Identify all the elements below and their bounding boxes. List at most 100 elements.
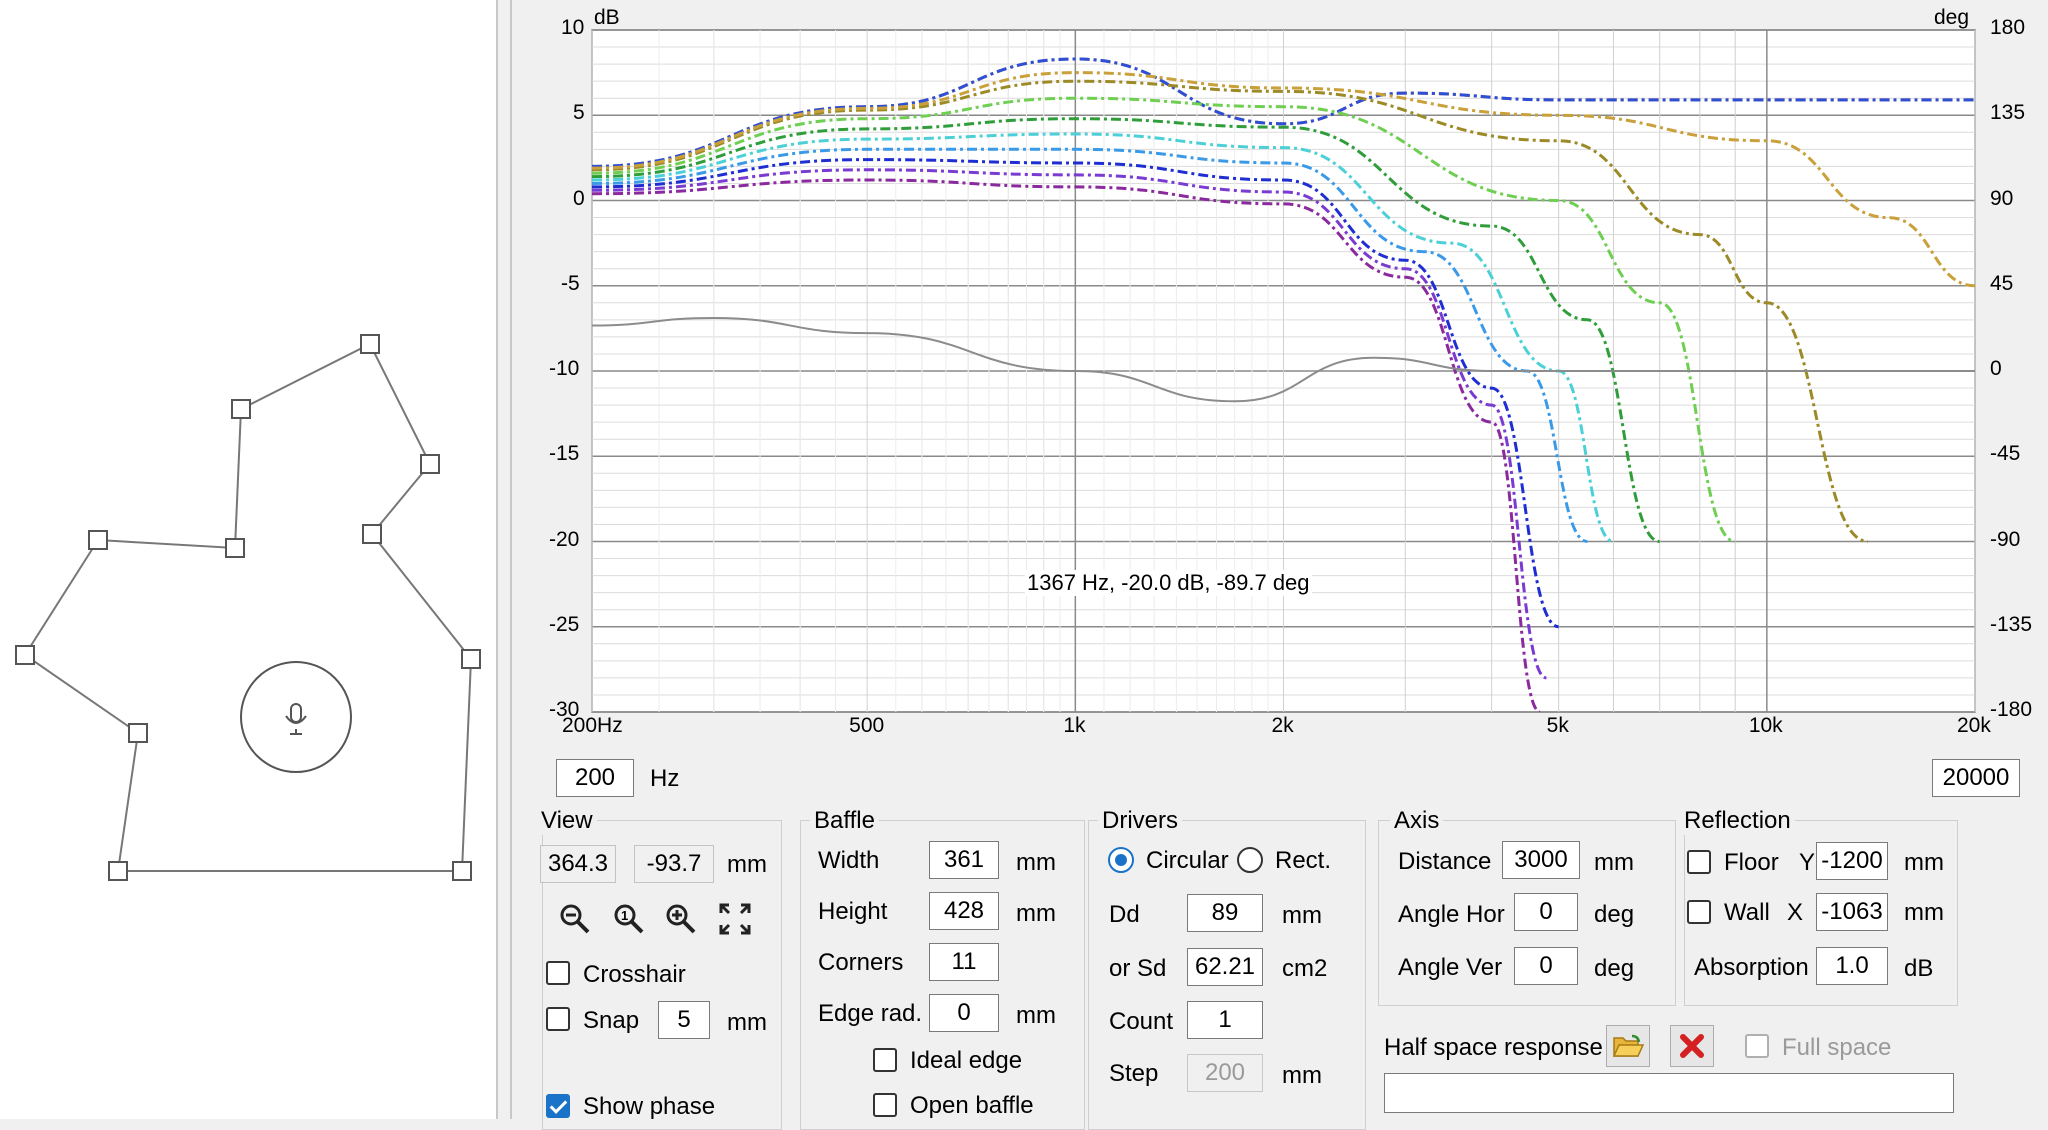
open-folder-button[interactable] — [1606, 1025, 1650, 1067]
axis-group — [1378, 820, 1676, 1006]
response-series-line — [592, 71, 1975, 288]
corner-handle[interactable] — [108, 861, 128, 881]
y-axis-unit-right: deg — [1934, 6, 1970, 29]
snap-input[interactable]: 5 — [658, 1001, 710, 1039]
circular-radio[interactable] — [1108, 847, 1134, 873]
axis-group-title: Axis — [1390, 807, 1444, 835]
floor-checkbox[interactable] — [1687, 850, 1711, 874]
baffle-corners-input[interactable]: 11 — [929, 943, 999, 981]
baffle-height-input[interactable]: 428 — [929, 892, 999, 930]
sd-unit: cm2 — [1282, 955, 1328, 982]
cursor-readout: 1367 Hz, -20.0 dB, -89.7 deg — [1025, 570, 1312, 596]
pane-splitter[interactable] — [496, 0, 512, 1119]
freq-min-unit: Hz — [650, 765, 680, 792]
step-input: 200 — [1187, 1054, 1263, 1092]
y-tick-label-right: 90 — [1990, 186, 2014, 210]
distance-unit: mm — [1594, 849, 1634, 876]
frequency-response-chart[interactable] — [512, 0, 2048, 752]
driver-circle[interactable] — [240, 661, 352, 773]
angle-hor-label: Angle Hor — [1398, 901, 1505, 928]
floor-input[interactable]: -1200 — [1816, 842, 1888, 880]
corner-handle[interactable] — [88, 530, 108, 550]
floor-unit: mm — [1904, 849, 1944, 876]
angle-ver-input[interactable]: 0 — [1514, 947, 1578, 985]
freq-max-input[interactable]: 20000 — [1932, 759, 2020, 797]
freq-min-input[interactable]: 200 — [556, 759, 634, 797]
absorption-input[interactable]: 1.0 — [1816, 947, 1888, 985]
crosshair-label: Crosshair — [583, 961, 686, 988]
y-tick-label-right: 135 — [1990, 101, 2026, 125]
x-tick-label: 200Hz — [562, 714, 623, 737]
zoom-out-icon[interactable] — [558, 902, 592, 936]
fit-view-icon[interactable] — [718, 902, 752, 936]
response-series-line — [592, 158, 1560, 629]
half-space-path-input[interactable] — [1384, 1073, 1954, 1113]
x-tick-label: 500 — [849, 714, 885, 737]
distance-input[interactable]: 3000 — [1502, 841, 1580, 879]
absorption-label: Absorption — [1694, 954, 1809, 981]
open-baffle-label: Open baffle — [910, 1092, 1034, 1119]
corner-handle[interactable] — [128, 723, 148, 743]
wall-checkbox[interactable] — [1687, 900, 1711, 924]
y-tick-label-right: -135 — [1990, 612, 2033, 636]
rect-radio[interactable] — [1237, 847, 1263, 873]
full-space-label: Full space — [1782, 1034, 1892, 1061]
y-tick-label-left: -10 — [549, 357, 580, 380]
count-input[interactable]: 1 — [1187, 1001, 1263, 1039]
angle-hor-input[interactable]: 0 — [1514, 893, 1578, 931]
y-tick-label-left: -25 — [549, 612, 580, 636]
show-phase-label: Show phase — [583, 1093, 716, 1120]
close-icon — [1680, 1034, 1704, 1058]
y-tick-label-left: -5 — [561, 271, 580, 295]
open-baffle-checkbox[interactable] — [873, 1093, 897, 1117]
reflection-group-title: Reflection — [1680, 807, 1795, 835]
snap-checkbox[interactable] — [546, 1007, 570, 1031]
sd-label: or Sd — [1109, 955, 1167, 982]
corner-handle[interactable] — [452, 861, 472, 881]
y-axis-unit-left: dB — [594, 6, 620, 29]
clear-button[interactable] — [1670, 1025, 1714, 1067]
snap-unit: mm — [727, 1009, 767, 1036]
dd-input[interactable]: 89 — [1187, 894, 1263, 932]
baffle-edge-label: Edge rad. — [818, 1000, 923, 1027]
svg-text:1: 1 — [621, 908, 628, 923]
response-series-line — [592, 168, 1548, 680]
count-label: Count — [1109, 1008, 1174, 1035]
phase-series-line — [592, 316, 1975, 403]
corner-handle[interactable] — [15, 645, 35, 665]
wall-input[interactable]: -1063 — [1816, 893, 1888, 931]
baffle-edge-unit: mm — [1016, 1002, 1056, 1029]
zoom-in-icon[interactable] — [664, 902, 698, 936]
baffle-corners-label: Corners — [818, 949, 904, 976]
baffle-height-unit: mm — [1016, 900, 1056, 927]
baffle-canvas[interactable] — [0, 0, 496, 1119]
corner-handle[interactable] — [231, 399, 251, 419]
corner-handle[interactable] — [420, 454, 440, 474]
baffle-width-input[interactable]: 361 — [929, 841, 999, 879]
baffle-width-label: Width — [818, 847, 880, 874]
ideal-edge-checkbox[interactable] — [873, 1048, 897, 1072]
y-tick-label-left: -15 — [549, 442, 580, 466]
floor-label: Floor — [1724, 849, 1779, 876]
x-tick-label: 2k — [1271, 714, 1294, 737]
wall-unit: mm — [1904, 899, 1944, 926]
floor-axis-label: Y — [1799, 849, 1816, 876]
show-phase-checkbox[interactable] — [546, 1094, 570, 1118]
response-series-line — [592, 117, 1661, 543]
zoom-reset-icon[interactable]: 1 — [612, 902, 646, 936]
view-y-readout: -93.7 — [634, 845, 714, 883]
corner-handle[interactable] — [362, 524, 382, 544]
distance-label: Distance — [1398, 848, 1492, 875]
wall-axis-label: X — [1787, 899, 1804, 926]
corner-handle[interactable] — [225, 538, 245, 558]
baffle-outline-svg[interactable] — [0, 0, 496, 1119]
circular-label: Circular — [1146, 847, 1229, 874]
angle-ver-unit: deg — [1594, 955, 1635, 982]
crosshair-checkbox[interactable] — [546, 961, 570, 985]
x-tick-label: 10k — [1748, 714, 1783, 737]
corner-handle[interactable] — [461, 649, 481, 669]
baffle-edge-input[interactable]: 0 — [929, 994, 999, 1032]
sd-input[interactable]: 62.21 — [1187, 948, 1263, 986]
corner-handle[interactable] — [360, 334, 380, 354]
step-unit: mm — [1282, 1062, 1322, 1089]
